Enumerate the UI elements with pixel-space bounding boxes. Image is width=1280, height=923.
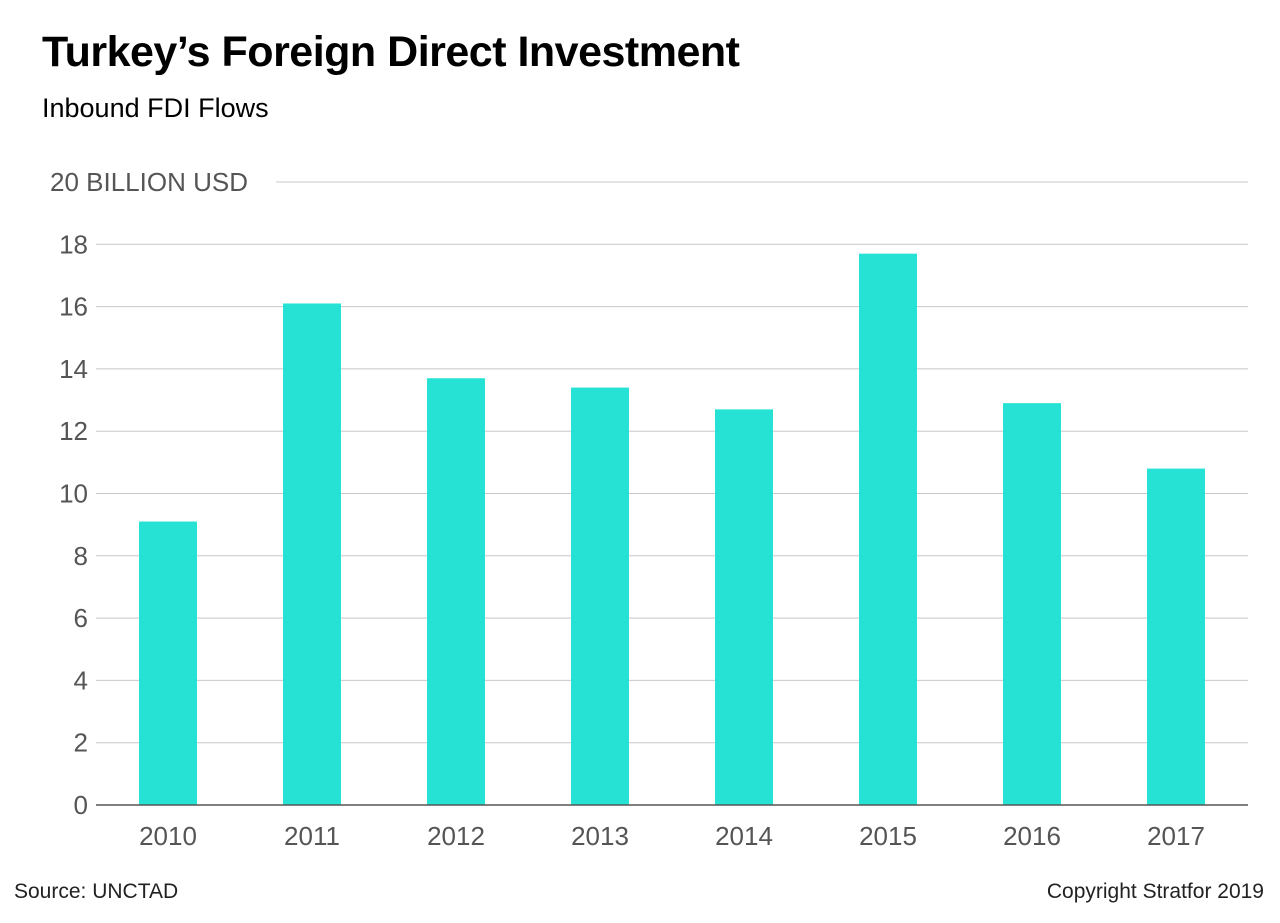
y-tick-label: 18 <box>59 229 88 259</box>
x-tick-label: 2011 <box>284 821 340 851</box>
y-tick-label: 6 <box>74 603 88 633</box>
x-tick-label: 2016 <box>1003 821 1061 851</box>
x-tick-label: 2013 <box>571 821 629 851</box>
y-tick-label: 12 <box>59 416 88 446</box>
y-tick-label: 10 <box>59 479 88 509</box>
bar-2016 <box>1003 403 1061 805</box>
bar-2014 <box>715 409 773 805</box>
y-tick-label: 0 <box>74 790 88 820</box>
y-tick-label: 14 <box>59 354 88 384</box>
y-tick-label: 4 <box>74 665 88 695</box>
bar-2013 <box>571 387 629 805</box>
bar-2015 <box>859 253 917 805</box>
x-tick-label: 2015 <box>859 821 917 851</box>
x-tick-label: 2017 <box>1147 821 1205 851</box>
bar-2017 <box>1147 468 1205 805</box>
y-tick-label: 2 <box>74 728 88 758</box>
x-tick-label: 2012 <box>427 821 485 851</box>
bar-2011 <box>283 303 341 805</box>
y-tick-label: 8 <box>74 541 88 571</box>
source-note: Source: UNCTAD <box>14 880 179 903</box>
chart-title: Turkey’s Foreign Direct Investment <box>42 28 740 76</box>
gridlines <box>96 181 1248 744</box>
y-tick-label: 20 BILLION USD <box>50 167 248 197</box>
bar-2012 <box>427 378 485 805</box>
bars <box>139 253 1205 805</box>
bar-2010 <box>139 521 197 805</box>
copyright-note: Copyright Stratfor 2019 <box>1046 880 1264 903</box>
y-axis-ticks: 0 2 4 6 8 10 12 14 16 18 20 BILLION USD <box>50 167 248 820</box>
y-tick-label: 16 <box>59 292 88 322</box>
x-tick-label: 2014 <box>715 821 773 851</box>
x-axis-ticks: 2010 2011 2012 2013 2014 2015 2016 2017 <box>139 821 1205 851</box>
x-tick-label: 2010 <box>139 821 197 851</box>
chart-subtitle: Inbound FDI Flows <box>42 93 269 123</box>
